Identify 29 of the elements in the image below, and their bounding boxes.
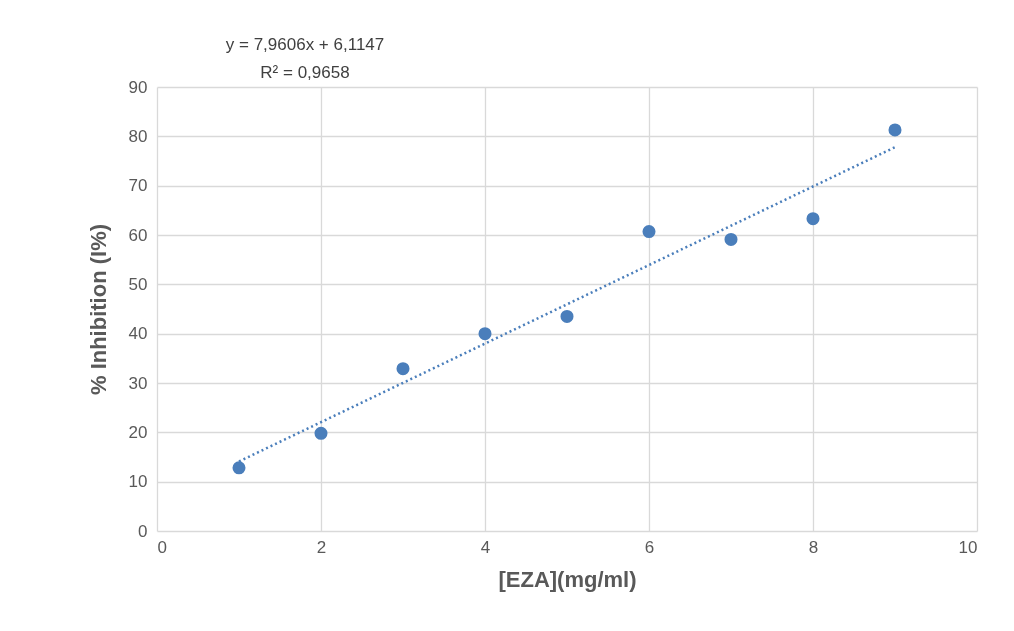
y-tick-label: 90 (128, 77, 148, 97)
x-tick-label: 10 (958, 537, 978, 557)
point (396, 362, 410, 376)
point (560, 309, 574, 323)
x-tick-label: 6 (644, 537, 655, 557)
point (232, 461, 246, 475)
text: y = 7,9606x + 6,1147 (225, 35, 385, 54)
point (478, 327, 492, 341)
y-tick-label: 70 (128, 176, 148, 196)
y-tick-label: 30 (128, 373, 148, 393)
point (806, 212, 820, 226)
y-tick-label: 60 (128, 225, 148, 245)
x-tick-label: 4 (480, 537, 491, 557)
x-tick-label: 0 (157, 537, 167, 557)
point (888, 123, 902, 137)
y-axis-title: % Inhibition (I%) (85, 223, 111, 396)
y-tick-label: 20 (128, 422, 148, 442)
text: R² = 0,9658 (260, 63, 350, 82)
y-tick-label: 50 (128, 274, 148, 294)
x-axis-title: [EZA](mg/ml) (498, 566, 637, 592)
y-tick-label: 10 (128, 472, 148, 492)
y-tick-label: 40 (128, 324, 148, 344)
point (642, 225, 656, 239)
point (314, 426, 328, 440)
y-tick-label: 80 (128, 126, 148, 146)
x-tick-label: 8 (808, 537, 819, 557)
x-tick-label: 2 (316, 537, 327, 557)
y-tick-label: 0 (138, 521, 148, 541)
point (724, 232, 738, 246)
